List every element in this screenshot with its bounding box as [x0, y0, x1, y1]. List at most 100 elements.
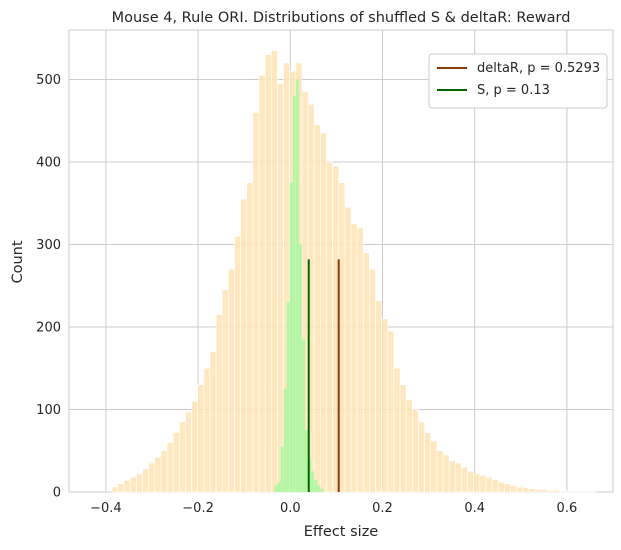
histogram-bar-deltar — [381, 318, 389, 493]
histogram-bar-deltar — [166, 442, 174, 493]
histogram-bar-deltar — [461, 466, 468, 493]
histogram-bar-deltar — [375, 300, 382, 493]
histogram-bar-deltar — [436, 450, 444, 493]
histogram-bar-s — [301, 339, 306, 492]
histogram-bar-deltar — [258, 75, 266, 493]
histogram-bar-deltar — [252, 112, 260, 493]
histogram-bar-deltar — [503, 483, 511, 493]
histogram-bar-deltar — [313, 124, 321, 493]
histogram-bar-deltar — [179, 421, 186, 493]
histogram-bar-s — [277, 482, 281, 492]
x-tick-label: 0.2 — [372, 501, 393, 516]
histogram-bar-deltar — [203, 367, 211, 493]
histogram-bar-deltar — [356, 227, 364, 493]
x-tick-label: 0.0 — [280, 501, 301, 516]
x-tick-label: −0.4 — [90, 501, 122, 516]
histogram-bar-s — [292, 96, 296, 492]
histogram-bar-deltar — [467, 471, 474, 493]
histogram-bar-s — [320, 488, 324, 492]
histogram-bar-deltar — [473, 473, 481, 493]
histogram-bar-deltar — [534, 489, 542, 493]
histogram-bar-deltar — [399, 384, 407, 493]
histogram-bar-s — [274, 485, 278, 492]
histogram-bar-deltar — [362, 252, 370, 493]
histogram-bar-deltar — [142, 468, 149, 493]
histogram-bar-s — [298, 244, 302, 492]
histogram-bar-deltar — [424, 432, 432, 493]
histogram-bar-deltar — [553, 490, 560, 493]
histogram-bar-deltar — [393, 367, 401, 493]
histogram-bar-deltar — [583, 490, 591, 493]
histogram-bar-s — [314, 479, 318, 492]
histogram-bar-deltar — [540, 489, 548, 493]
histogram-bar-deltar — [510, 485, 517, 493]
histogram-bar-deltar — [221, 289, 229, 493]
histogram-bar-deltar — [418, 421, 425, 493]
histogram-bar-deltar — [197, 384, 205, 493]
histogram-bar-deltar — [228, 268, 235, 493]
histogram-bar-deltar — [123, 480, 131, 493]
histogram-bar-deltar — [172, 432, 180, 493]
x-tick-label: 0.4 — [464, 501, 485, 516]
histogram-bar-deltar — [344, 207, 352, 493]
histogram-bar-deltar — [448, 460, 456, 493]
histogram-bar-deltar — [209, 351, 217, 493]
histogram-bar-s — [289, 182, 293, 492]
legend: deltaR, p = 0.5293 S, p = 0.13 — [428, 53, 608, 109]
histogram-bar-deltar — [412, 409, 419, 493]
histogram-bar-deltar — [277, 83, 284, 493]
histogram-bar-deltar — [215, 314, 223, 493]
histogram-bar-deltar — [571, 490, 579, 493]
histogram-bar-deltar — [350, 223, 358, 493]
legend-label-deltar: deltaR, p = 0.5293 — [477, 61, 600, 76]
y-tick-label: 300 — [36, 238, 61, 253]
histogram-bar-deltar — [191, 400, 199, 493]
histogram-bar-deltar — [485, 476, 493, 493]
histogram-bar-s — [286, 302, 290, 492]
y-tick-label: 0 — [53, 486, 61, 501]
histogram-bar-deltar — [522, 487, 530, 493]
histogram-bar-deltar — [442, 454, 450, 493]
histogram-bar-deltar — [405, 399, 413, 493]
histogram-bar-deltar — [479, 475, 487, 493]
histogram-bar-deltar — [565, 490, 573, 493]
histogram-bar-deltar — [516, 486, 523, 493]
histogram-bar-deltar — [264, 54, 272, 493]
histogram-bar-deltar — [148, 462, 156, 493]
histogram-bar-deltar — [234, 235, 241, 493]
histogram-bar-deltar — [454, 462, 462, 493]
histogram-bar-deltar — [589, 490, 597, 493]
histogram-bar-deltar — [559, 490, 566, 493]
histogram-bar-deltar — [326, 161, 333, 493]
histogram-bar-s — [311, 471, 315, 492]
histogram-bar-s — [305, 430, 309, 492]
histogram-bar-deltar — [320, 132, 327, 493]
histogram-bar-deltar — [111, 486, 119, 493]
histogram-bars — [111, 50, 597, 493]
histogram-bar-deltar — [246, 182, 254, 493]
y-tick-label: 500 — [36, 73, 61, 88]
histogram-bar-deltar — [129, 476, 137, 493]
y-axis-label: Count — [10, 240, 26, 283]
histogram-bar-deltar — [497, 481, 505, 493]
histogram-bar-deltar — [136, 473, 143, 493]
histogram-bar-deltar — [160, 450, 168, 493]
y-tick-label: 100 — [36, 403, 61, 418]
histogram-bar-s — [283, 388, 287, 492]
histogram-bar-deltar — [185, 411, 192, 493]
x-axis-label: Effect size — [304, 524, 379, 540]
histogram-bar-deltar — [528, 488, 536, 493]
histogram-bar-s — [280, 446, 284, 492]
histogram-bar-deltar — [117, 483, 125, 493]
histogram-bar-deltar — [240, 198, 248, 493]
x-tick-label: −0.2 — [182, 501, 214, 516]
histogram-bar-deltar — [387, 330, 395, 493]
histogram-bar-deltar — [546, 490, 554, 493]
y-tick-label: 200 — [36, 321, 61, 336]
y-tick-label: 400 — [36, 156, 61, 171]
histogram-bar-s — [295, 79, 299, 492]
histogram-bar-deltar — [270, 50, 278, 493]
vertical-lines — [307, 259, 340, 492]
x-tick-label: 0.6 — [557, 501, 578, 516]
